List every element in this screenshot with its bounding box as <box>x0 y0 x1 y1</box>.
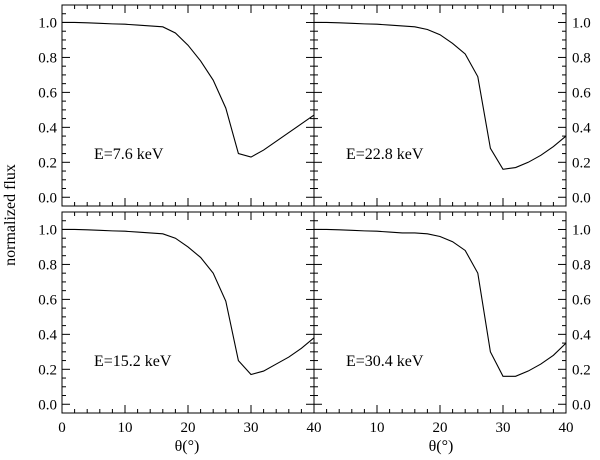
panels: 0.00.20.40.60.81.0E=7.6 keV0.00.20.40.60… <box>38 4 591 436</box>
y-tick-label: 0.6 <box>38 292 57 308</box>
y-tick-label: 1.0 <box>38 222 57 238</box>
panel-energy-label: E=22.8 keV <box>346 146 424 163</box>
y-tick-label: 0.6 <box>572 292 591 308</box>
y-tick-label: 0.6 <box>572 85 591 101</box>
x-tick-label: 30 <box>496 420 511 436</box>
panel-2: 0.0 0.2 0.4 0.6 0.8 1.0 E=22.8 keV <box>313 4 591 207</box>
panel-frame <box>61 4 315 207</box>
y-tick-label: 0.4 <box>38 327 57 343</box>
y-axis-label: normalized flux <box>2 164 19 266</box>
panel-energy-label: E=15.2 keV <box>94 353 172 370</box>
x-tick-label: 0 <box>58 420 66 436</box>
panel-energy-label: E=7.6 keV <box>94 146 164 163</box>
flux-curve <box>314 21 567 170</box>
x-tick-label: 10 <box>370 420 385 436</box>
y-tick-label: 0.8 <box>38 257 57 273</box>
panel-frame <box>61 211 315 414</box>
y-tick-label: 1.0 <box>572 15 591 31</box>
y-tick-label: 0.4 <box>572 327 591 343</box>
y-tick-label: 0.0 <box>38 190 57 206</box>
x-tick-label: 40 <box>307 420 322 436</box>
y-tick-label: 0.2 <box>38 155 57 171</box>
x-axis-label-right: θ(°) <box>429 438 454 455</box>
y-tick-label: 0.4 <box>38 120 57 136</box>
x-tick-label: 10 <box>118 420 133 436</box>
y-tick-label: 0.2 <box>572 362 591 378</box>
y-tick-label: 0.0 <box>38 397 57 413</box>
y-tick-label: 0.0 <box>572 190 591 206</box>
flux-curve <box>62 228 315 376</box>
y-tick-label: 0.8 <box>572 257 591 273</box>
y-tick-label: 1.0 <box>38 15 57 31</box>
y-tick-label: 0.0 <box>572 397 591 413</box>
panel-frame <box>313 211 567 414</box>
x-axis-label-left: θ(°) <box>175 438 200 455</box>
y-tick-label: 0.6 <box>38 85 57 101</box>
y-tick-label: 0.8 <box>572 50 591 66</box>
panel-3: 0.0 0.2 0.4 0.6 0.8 1.0 0 10 20 30 40 E=15.2 keV <box>38 211 322 436</box>
y-tick-label: 1.0 <box>572 222 591 238</box>
y-tick-label: 0.4 <box>572 120 591 136</box>
x-tick-label: 40 <box>559 420 574 436</box>
x-tick-label: 30 <box>244 420 259 436</box>
panel-1: 0.0 0.2 0.4 0.6 0.8 1.0 E=7.6 keV <box>38 4 315 207</box>
y-tick-label: 0.2 <box>572 155 591 171</box>
flux-curve <box>62 21 315 158</box>
flux-curve <box>314 228 567 377</box>
panel-energy-label: E=30.4 keV <box>346 353 424 370</box>
y-tick-label: 0.2 <box>38 362 57 378</box>
panel-4: 0.0 0.2 0.4 0.6 0.8 1.0 10 20 30 40 E=30.4 keV <box>313 211 591 436</box>
y-tick-label: 0.8 <box>38 50 57 66</box>
x-tick-label: 20 <box>181 420 196 436</box>
x-tick-label: 20 <box>433 420 448 436</box>
